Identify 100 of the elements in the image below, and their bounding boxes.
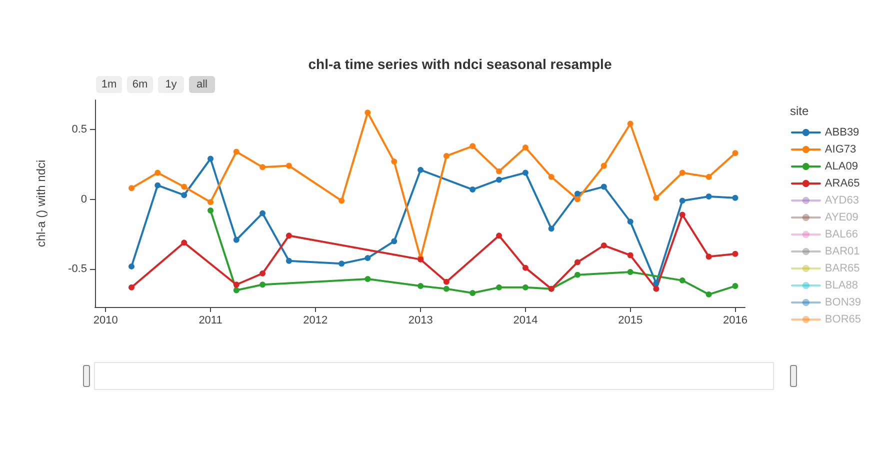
legend-label: ABB39 (824, 126, 860, 138)
point (418, 166, 424, 173)
point (653, 194, 660, 201)
point (470, 186, 476, 193)
point (391, 158, 398, 165)
point (600, 242, 607, 248)
point (679, 212, 686, 218)
point (732, 250, 738, 257)
point (181, 240, 188, 246)
y-tick-label: 0.5 (72, 123, 87, 136)
point (338, 260, 345, 267)
point (732, 150, 738, 156)
point (338, 198, 345, 204)
point (208, 199, 214, 206)
point (154, 182, 161, 188)
legend-label: ALA09 (824, 160, 858, 172)
point (627, 218, 634, 225)
point (574, 272, 580, 278)
point (364, 255, 371, 262)
point (233, 148, 240, 155)
point (208, 156, 214, 162)
x-tick-label: 2015 (618, 314, 643, 326)
x-tick-label: 2011 (198, 314, 222, 326)
legend-label: BLA88 (824, 280, 858, 292)
legend-label: AYD63 (824, 194, 859, 206)
point (233, 282, 240, 288)
point (522, 284, 528, 290)
point (706, 194, 712, 200)
point (470, 143, 476, 150)
point (496, 176, 502, 183)
point (496, 232, 502, 239)
point (443, 152, 450, 159)
point (706, 291, 712, 298)
point (286, 232, 292, 239)
point (260, 282, 266, 288)
point (653, 286, 660, 292)
point (732, 194, 738, 201)
point (732, 283, 738, 290)
point (418, 283, 424, 290)
point (391, 238, 398, 244)
x-tick-label: 2013 (408, 314, 433, 326)
point (496, 168, 502, 174)
point (574, 190, 580, 197)
point (548, 174, 554, 180)
point (364, 110, 371, 116)
y-tick-label: 0 (80, 193, 87, 206)
legend-label: BAL66 (824, 228, 858, 240)
text: all (196, 78, 208, 90)
point (181, 184, 188, 190)
point (627, 252, 634, 258)
point (653, 280, 660, 286)
point (233, 236, 240, 243)
point (574, 259, 580, 266)
point (522, 170, 528, 176)
point (154, 170, 161, 176)
y-axis-title: chl-a () with ndci (34, 160, 48, 248)
point (260, 270, 266, 276)
point (364, 276, 371, 282)
y-tick-label: -0.5 (68, 263, 87, 276)
point (574, 196, 580, 202)
point (208, 207, 214, 214)
x-tick-label: 2016 (722, 314, 748, 326)
point (233, 287, 240, 294)
legend-label: AIG73 (824, 144, 856, 156)
point (679, 277, 686, 284)
x-tick-label: 2012 (303, 314, 328, 326)
x-tick-label: 2014 (513, 314, 538, 326)
point (679, 198, 686, 204)
legend-label: BOR65 (824, 314, 862, 326)
point (443, 286, 450, 292)
point (627, 120, 634, 127)
text: 1m (101, 78, 117, 90)
text: 1y (165, 78, 178, 90)
point (286, 162, 292, 169)
point (260, 210, 266, 216)
point (181, 192, 188, 198)
point (470, 290, 476, 296)
legend-title: site (790, 104, 809, 118)
legend-label: ARA65 (824, 178, 860, 190)
point (496, 284, 502, 290)
point (286, 258, 292, 264)
point (679, 170, 686, 176)
legend-label: BAR65 (824, 262, 860, 274)
legend-label: BON39 (824, 296, 862, 308)
point (128, 185, 134, 192)
legend-label: AYE09 (824, 212, 858, 224)
point (128, 263, 134, 270)
point (627, 269, 634, 276)
point (706, 174, 712, 180)
point (522, 264, 528, 271)
point (600, 162, 607, 169)
point (706, 254, 712, 260)
point (600, 184, 607, 190)
point (548, 226, 554, 232)
point (260, 164, 266, 170)
point (443, 278, 450, 285)
point (128, 284, 134, 290)
text: 6m (132, 78, 148, 90)
legend-label: BAR01 (824, 246, 860, 258)
x-tick-label: 2010 (93, 314, 118, 326)
